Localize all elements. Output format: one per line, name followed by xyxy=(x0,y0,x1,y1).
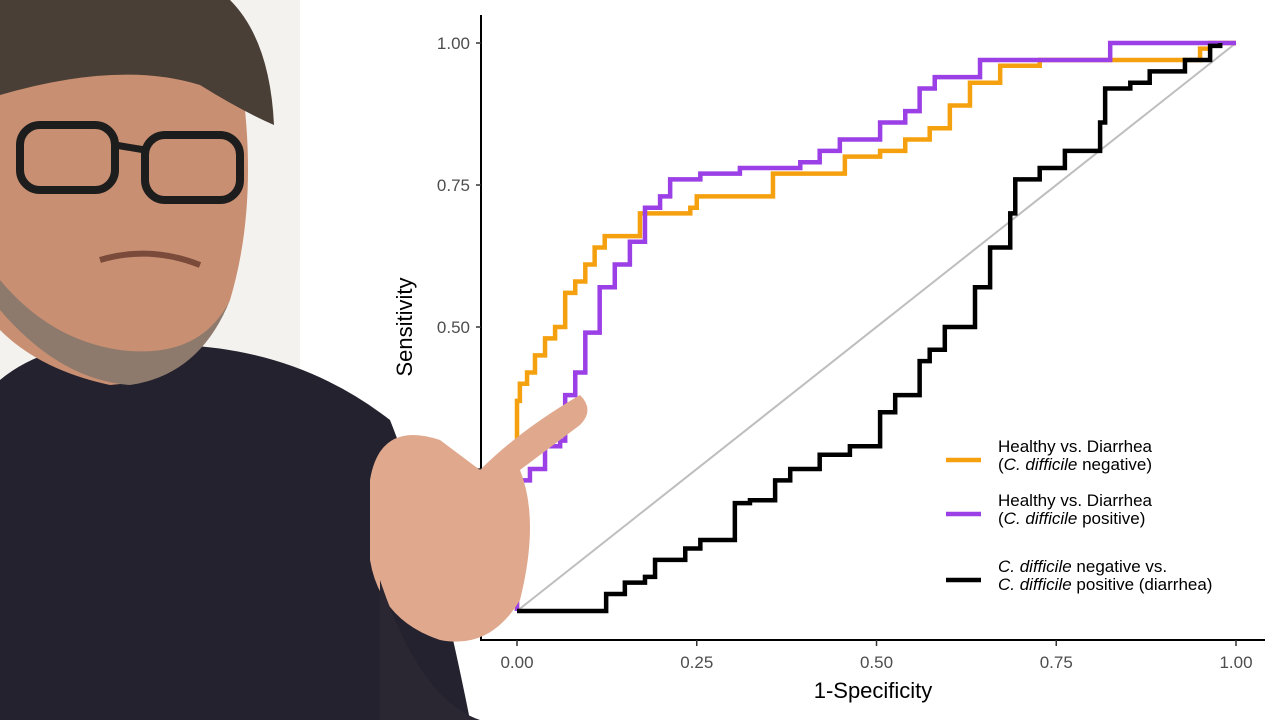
person-photo xyxy=(0,0,588,720)
x-tick-label: 0.75 xyxy=(1040,653,1073,672)
plot-area xyxy=(514,40,1237,614)
x-tick-label: 1.00 xyxy=(1219,653,1252,672)
roc-curve-2 xyxy=(517,43,1223,614)
legend-item-1: Healthy vs. Diarrhea(C. difficile positi… xyxy=(946,491,1153,528)
legend-label: Healthy vs. Diarrhea xyxy=(998,437,1153,456)
legend-item-0: Healthy vs. Diarrhea(C. difficile negati… xyxy=(946,437,1153,474)
y-tick-label: 0.75 xyxy=(437,176,470,195)
legend: Healthy vs. Diarrhea(C. difficile negati… xyxy=(946,437,1212,594)
legend-label: (C. difficile negative) xyxy=(998,455,1152,474)
legend-label: (C. difficile positive) xyxy=(998,509,1145,528)
roc-curve-0 xyxy=(514,40,1236,611)
y-tick-label: 0.50 xyxy=(437,318,470,337)
y-tick-label: 1.00 xyxy=(437,34,470,53)
legend-label: C. difficile positive (diarrhea) xyxy=(998,575,1212,594)
x-tick-label: 0.50 xyxy=(860,653,893,672)
legend-label: C. difficile negative vs. xyxy=(998,557,1167,576)
x-axis-label: 1-Specificity xyxy=(814,678,933,703)
legend-label: Healthy vs. Diarrhea xyxy=(998,491,1153,510)
reference-diagonal xyxy=(516,42,1237,612)
x-tick-label: 0.00 xyxy=(500,653,533,672)
x-tick-label: 0.25 xyxy=(680,653,713,672)
y-axis-label: Sensitivity xyxy=(392,277,417,376)
legend-item-2: C. difficile negative vs.C. difficile po… xyxy=(946,557,1212,594)
roc-curve-1 xyxy=(514,40,1236,611)
